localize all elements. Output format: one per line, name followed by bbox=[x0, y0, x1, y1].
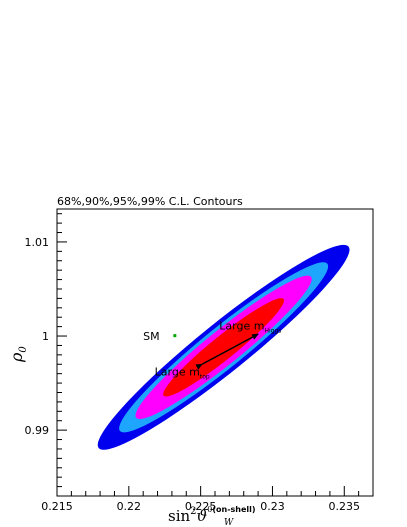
x-tick-label: 0.23 bbox=[260, 500, 285, 513]
x-axis-label-theta-sub: W bbox=[224, 518, 234, 527]
large-mhiggs-label: Large mHiggs bbox=[219, 319, 281, 334]
y-axis-label-main: ρ bbox=[7, 352, 26, 363]
svg-text:ρ0: ρ0 bbox=[7, 346, 29, 363]
large-mtop-label: Large mtop bbox=[155, 366, 210, 381]
y-axis-label-sub: 0 bbox=[18, 346, 29, 353]
x-tick-label: 0.235 bbox=[329, 500, 361, 513]
x-axis-label-note: (on-shell) bbox=[212, 505, 255, 514]
x-tick-label: 0.215 bbox=[41, 500, 73, 513]
y-tick-label: 1.01 bbox=[25, 236, 50, 249]
x-axis-label-theta: ϑ bbox=[197, 507, 208, 525]
large-mhiggs-sub: Higgs bbox=[264, 327, 281, 334]
x-axis-label-main: sin bbox=[168, 507, 190, 525]
x-tick-label: 0.225 bbox=[185, 500, 217, 513]
x-axis-label-theta-sup: 0 bbox=[207, 505, 212, 514]
x-axis-label-sup: 2 bbox=[190, 506, 196, 517]
x-axis-label: sin2ϑ0(on-shell) W bbox=[168, 505, 256, 527]
y-tick-label: 0.99 bbox=[25, 424, 50, 437]
sm-marker bbox=[173, 334, 177, 338]
axis-ticks: 0.215 0.22 0.225 0.23 0.235 0.99 1 1.01 bbox=[25, 213, 374, 513]
x-tick-label: 0.22 bbox=[117, 500, 142, 513]
large-mhiggs-text: Large m bbox=[219, 319, 264, 332]
contour-layer bbox=[97, 244, 350, 450]
chart-title: 68%,90%,95%,99% C.L. Contours bbox=[57, 195, 243, 208]
large-mtop-text: Large m bbox=[155, 366, 200, 379]
mass-arrow bbox=[195, 333, 259, 370]
large-mtop-sub: top bbox=[200, 374, 210, 381]
sm-label: SM bbox=[143, 330, 159, 343]
contour-68-pct bbox=[163, 298, 285, 397]
y-axis-label: ρ0 bbox=[7, 346, 29, 363]
y-tick-label: 1 bbox=[42, 330, 49, 343]
